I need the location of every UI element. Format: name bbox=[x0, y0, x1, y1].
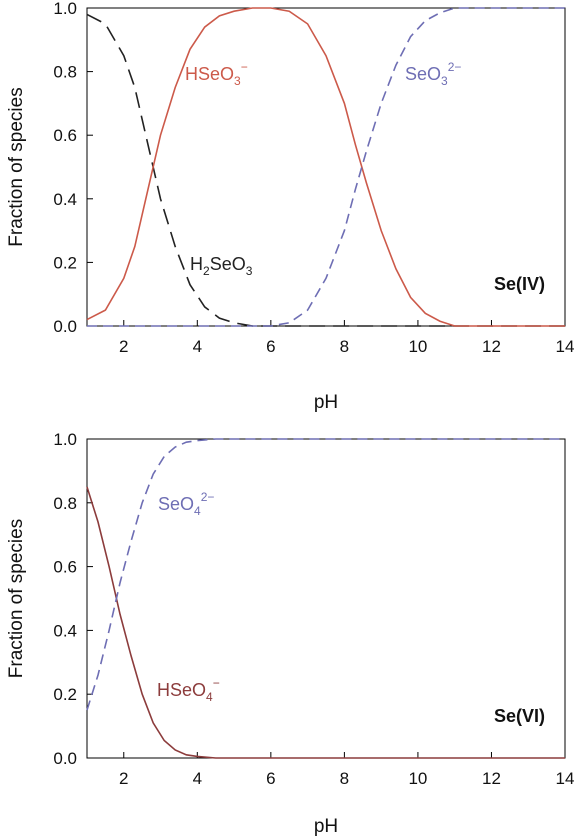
series-label-part: 2− bbox=[448, 60, 462, 74]
y-tick-label: 1.0 bbox=[53, 0, 77, 18]
x-tick-label: 14 bbox=[556, 337, 575, 356]
series-label-part: 4 bbox=[206, 690, 213, 704]
series-label-part: 3 bbox=[234, 74, 241, 88]
y-tick-label: 0.6 bbox=[53, 558, 77, 577]
series-label: HSeO3− bbox=[185, 60, 248, 88]
series-label: SeO42− bbox=[158, 490, 214, 518]
y-tick-label: 0.2 bbox=[53, 253, 77, 272]
x-tick-label: 6 bbox=[266, 337, 275, 356]
series-line-hseo4- bbox=[86, 486, 565, 759]
series-label-part: SeO bbox=[210, 254, 246, 274]
x-tick-label: 10 bbox=[408, 337, 427, 356]
series-label-part: HSeO bbox=[185, 64, 234, 84]
y-tick-label: 0.0 bbox=[53, 317, 77, 336]
x-axis-title: pH bbox=[314, 816, 338, 837]
x-tick-label: 8 bbox=[340, 337, 349, 356]
x-tick-label: 4 bbox=[193, 337, 202, 356]
series-label-part: 2 bbox=[203, 264, 210, 278]
panel-label: Se(VI) bbox=[494, 706, 545, 726]
x-tick-label: 6 bbox=[266, 769, 275, 788]
series-label-part: SeO bbox=[158, 494, 194, 514]
x-tick-label: 14 bbox=[556, 769, 575, 788]
x-tick-label: 2 bbox=[119, 769, 128, 788]
y-tick-label: 0.4 bbox=[53, 621, 77, 640]
series-label: HSeO4− bbox=[157, 676, 220, 704]
series-line-seo4-2- bbox=[86, 438, 565, 711]
panel-label: Se(IV) bbox=[494, 274, 545, 294]
x-tick-label: 8 bbox=[340, 769, 349, 788]
y-axis-title: Fraction of species bbox=[6, 87, 27, 246]
series-line-h2seo3 bbox=[86, 13, 565, 327]
y-tick-label: 0.8 bbox=[53, 494, 77, 513]
plot-frame bbox=[86, 7, 566, 327]
series-label-part: − bbox=[213, 676, 220, 690]
series-label-part: − bbox=[241, 60, 248, 74]
series-label-part: SeO bbox=[405, 64, 441, 84]
series-label-part: 3 bbox=[246, 264, 253, 278]
y-tick-label: 1.0 bbox=[53, 430, 77, 449]
x-tick-label: 4 bbox=[193, 769, 202, 788]
series-line-seo3-2- bbox=[87, 7, 565, 327]
chart-panel-1: 2 4 6 8 10 12 14 0.0 0.2 0.4 0.6 0.8 1.0 pH Fraction o… bbox=[6, 0, 574, 413]
chart-panel-2: 2 4 6 8 10 12 14 0.0 0.2 0.4 0.6 0.8 1.0 pH Fraction o… bbox=[6, 430, 574, 837]
series-label-part: 4 bbox=[194, 504, 201, 518]
x-tick-label: 12 bbox=[482, 337, 501, 356]
x-axis-title: pH bbox=[314, 392, 338, 413]
series-label-part: 3 bbox=[441, 74, 448, 88]
x-tick-label: 10 bbox=[408, 769, 427, 788]
y-tick-label: 0.8 bbox=[53, 63, 77, 82]
series-label-part: 2− bbox=[201, 490, 215, 504]
series-label-part: H bbox=[190, 254, 203, 274]
series-label-part: HSeO bbox=[157, 680, 206, 700]
y-axis-title: Fraction of species bbox=[6, 519, 27, 678]
x-tick-label: 2 bbox=[119, 337, 128, 356]
y-tick-label: 0.4 bbox=[53, 190, 77, 209]
x-tick-label: 12 bbox=[482, 769, 501, 788]
y-tick-label: 0.6 bbox=[53, 126, 77, 145]
series-line-hseo3- bbox=[86, 7, 565, 327]
y-tick-label: 0.0 bbox=[53, 749, 77, 768]
series-label: H2SeO3 bbox=[190, 254, 253, 278]
series-label: SeO32− bbox=[405, 60, 461, 88]
y-tick-label: 0.2 bbox=[53, 685, 77, 704]
